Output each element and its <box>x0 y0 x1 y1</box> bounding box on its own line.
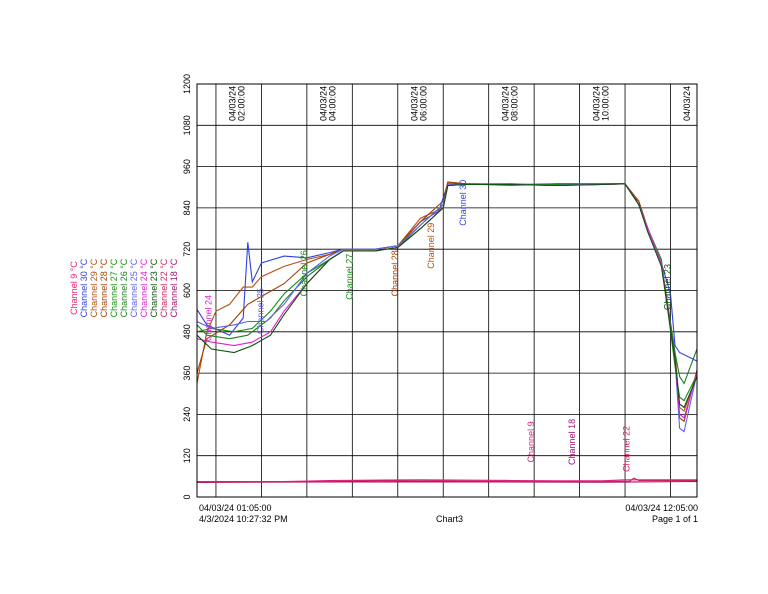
series-line <box>196 181 698 423</box>
legend-entry: Channel 26 °C <box>119 258 129 317</box>
end-time: 04/03/24 12:05:00 <box>625 503 698 513</box>
series-line <box>196 183 698 385</box>
series-annotation: Channel 28 <box>390 250 400 296</box>
legend-entry: Channel 30 °C <box>79 258 89 317</box>
series-line <box>197 477 697 483</box>
x-tick-label: 02:00:00 <box>237 86 247 121</box>
series-annotation: Channel 27 <box>344 254 354 300</box>
page-number: Page 1 of 1 <box>651 514 698 524</box>
x-tick-labels: 04/03/24 02:00:00 04/03/24 04:00:00 04/03/24… <box>228 86 693 121</box>
legend-entry: Channel 24 °C <box>139 258 149 317</box>
series-lines <box>196 181 698 484</box>
series-line <box>196 183 698 402</box>
series-annotation: Channel 9 <box>526 421 536 462</box>
start-time: 04/03/24 01:05:00 <box>199 503 272 513</box>
y-tick-label: 600 <box>182 283 192 298</box>
x-tick-label: 04/03/24 <box>228 86 238 121</box>
legend-entry: Channel 28 °C <box>99 258 109 317</box>
series-annotation: Channel 25 <box>256 288 266 334</box>
legend-entry: Channel 22 °C <box>159 258 169 317</box>
legend-entry: Channel 9 °C <box>69 261 79 315</box>
series-line <box>196 183 698 419</box>
x-tick-label: 08:00:00 <box>509 86 519 121</box>
x-tick-label: 06:00:00 <box>419 86 429 121</box>
legend: Channel 9 °C Channel 30 °C Channel 29 °C Ch… <box>69 258 179 317</box>
series-annotation: Channel 30 <box>458 180 468 226</box>
series-line <box>196 183 698 433</box>
y-tick-label: 0 <box>182 494 192 499</box>
plot-frame <box>196 83 698 498</box>
y-tick-label: 360 <box>182 366 192 381</box>
x-tick-label: 04/03/24 <box>682 86 692 121</box>
x-tick-label: 10:00:00 <box>600 86 610 121</box>
legend-entry: Channel 29 °C <box>89 258 99 317</box>
x-tick-label: 04/03/24 <box>591 86 601 121</box>
legend-entry: Channel 27 °C <box>109 258 119 317</box>
x-tick-label: 04/03/24 <box>410 86 420 121</box>
y-tick-label: 480 <box>182 324 192 339</box>
y-tick-label: 720 <box>182 242 192 257</box>
y-tick-label: 1080 <box>182 115 192 135</box>
y-tick-labels: 0 120 240 360 480 600 720 840 960 1080 1200 <box>182 74 192 500</box>
print-time: 4/3/2024 10:27:32 PM <box>199 514 288 524</box>
x-tick-label: 04:00:00 <box>328 86 338 121</box>
series-annotation: Channel 29 <box>426 223 436 269</box>
channel-annotations: Channel 24 Channel 25 Channel 26 Channel 27… <box>203 180 672 472</box>
legend-entry: Channel 18 °C <box>169 258 179 317</box>
x-tick-label: 04/03/24 <box>319 86 329 121</box>
legend-entry: Channel 25 °C <box>129 258 139 317</box>
series-annotation: Channel 24 <box>203 295 213 341</box>
legend-entry: Channel 23 °C <box>149 258 159 317</box>
series-annotation: Channel 22 <box>622 426 632 472</box>
y-tick-label: 240 <box>182 407 192 422</box>
y-tick-label: 840 <box>182 200 192 215</box>
series-line <box>196 181 698 412</box>
series-annotation: Channel 18 <box>567 419 577 465</box>
series-annotation: Channel 23 <box>663 264 673 310</box>
series-annotation: Channel 26 <box>299 250 309 296</box>
y-tick-label: 1200 <box>182 74 192 94</box>
series-line <box>196 183 698 409</box>
y-tick-label: 120 <box>182 448 192 463</box>
chart-name: Chart3 <box>436 514 464 524</box>
x-tick-label: 04/03/24 <box>500 86 510 121</box>
y-tick-label: 960 <box>182 159 192 174</box>
